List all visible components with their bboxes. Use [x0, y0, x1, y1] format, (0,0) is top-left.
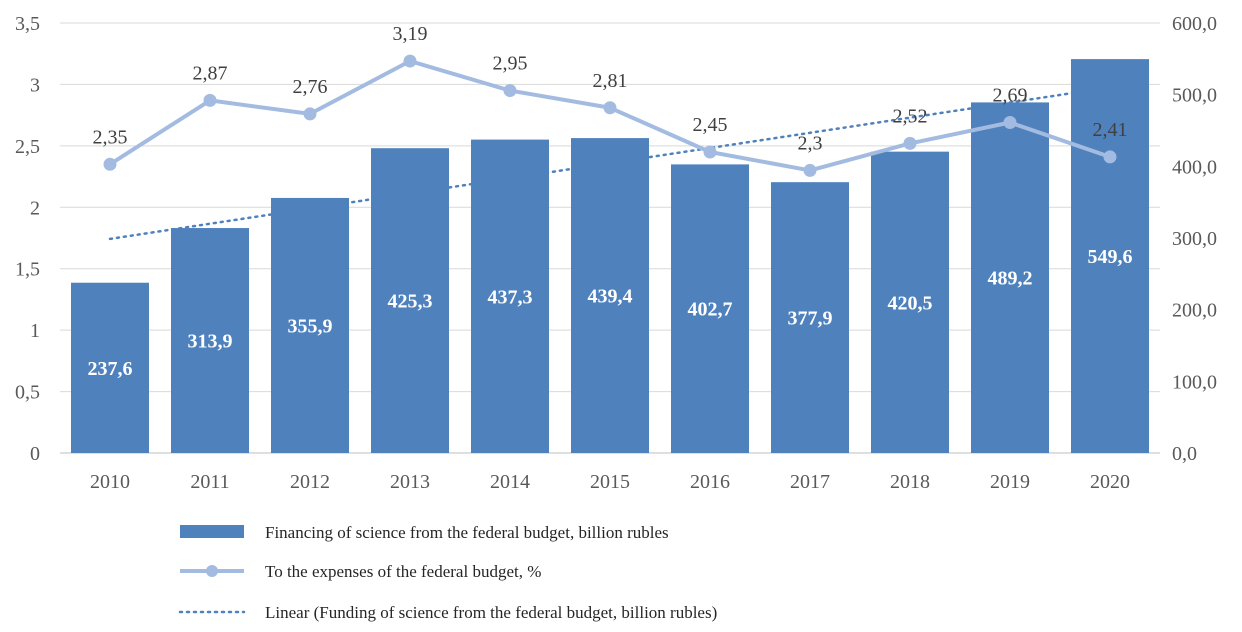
legend-label-bar: Financing of science from the federal bu… — [265, 523, 669, 542]
legend: Financing of science from the federal bu… — [178, 523, 717, 622]
line-point — [1003, 116, 1017, 130]
y-right-tick-label: 400,0 — [1172, 156, 1217, 178]
bar — [871, 151, 949, 453]
x-tick-label: 2013 — [390, 471, 430, 493]
x-tick-label: 2011 — [190, 471, 229, 493]
bar — [971, 102, 1049, 453]
bar — [1071, 59, 1149, 454]
y-left-tick-label: 3,5 — [15, 13, 40, 35]
x-tick-label: 2018 — [890, 471, 930, 493]
axes: 0 0,5 1 1,5 2 2,5 3 3,5 0,0 100,0 200,0 300,0 400,0 5… — [15, 13, 1217, 493]
y-left-tick-label: 1,5 — [15, 259, 40, 281]
bar-data-label: 549,6 — [1088, 246, 1133, 268]
line-point — [703, 145, 717, 159]
y-left-tick-label: 2 — [30, 197, 40, 219]
legend-swatch-line-marker — [206, 565, 218, 577]
bar-data-label: 439,4 — [588, 286, 633, 308]
bar-data-label: 355,9 — [288, 315, 333, 337]
x-tick-label: 2015 — [590, 471, 630, 493]
line-data-label: 3,19 — [393, 23, 428, 45]
y-right-tick-label: 600,0 — [1172, 13, 1217, 35]
bar — [671, 164, 749, 454]
line-series — [103, 54, 1117, 177]
line-data-label: 2,45 — [693, 114, 728, 136]
y-right-tick-label: 300,0 — [1172, 228, 1217, 250]
x-tick-label: 2014 — [490, 471, 530, 493]
legend-label-trend: Linear (Funding of science from the fede… — [265, 603, 717, 622]
y-left-tick-label: 3 — [30, 74, 40, 96]
line-point — [403, 54, 417, 68]
bar-data-label: 402,7 — [688, 299, 733, 321]
bars — [71, 59, 1149, 454]
line-point — [303, 107, 317, 121]
x-tick-label: 2012 — [290, 471, 330, 493]
x-tick-label: 2010 — [90, 471, 130, 493]
bar-data-label: 437,3 — [488, 286, 533, 308]
bar — [471, 139, 549, 453]
line-data-label: 2,3 — [798, 132, 823, 154]
y-left-tick-label: 0 — [30, 443, 40, 465]
y-left-tick-label: 0,5 — [15, 382, 40, 404]
legend-label-line: To the expenses of the federal budget, % — [265, 562, 541, 581]
y-right-tick-label: 200,0 — [1172, 300, 1217, 322]
bar — [171, 228, 249, 453]
y-right-tick-label: 500,0 — [1172, 85, 1217, 107]
bar — [771, 182, 849, 453]
line-point — [1103, 150, 1117, 164]
x-tick-label: 2017 — [790, 471, 830, 493]
line-point — [503, 84, 517, 98]
x-tick-label: 2020 — [1090, 471, 1130, 493]
line-data-label: 2,76 — [293, 76, 328, 98]
x-tick-label: 2019 — [990, 471, 1030, 493]
trendline-path — [108, 86, 1112, 241]
bar-data-label: 425,3 — [388, 291, 433, 313]
line-data-label: 2,41 — [1093, 119, 1128, 141]
bar-data-label: 489,2 — [988, 268, 1033, 290]
line-point — [803, 163, 817, 177]
bar — [571, 138, 649, 453]
y-right-tick-label: 0,0 — [1172, 443, 1197, 465]
line-data-label: 2,95 — [493, 53, 528, 75]
line-data-label: 2,52 — [893, 105, 928, 127]
bar — [371, 148, 449, 453]
line-point — [103, 157, 117, 171]
bar — [71, 282, 149, 453]
bar-data-label: 237,6 — [88, 358, 133, 380]
bar-data-label: 313,9 — [188, 331, 233, 353]
line-data-label: 2,81 — [593, 70, 628, 92]
line-point — [603, 101, 617, 115]
x-tick-label: 2016 — [690, 471, 730, 493]
bar — [271, 197, 349, 453]
line-data-label: 2,69 — [993, 85, 1028, 107]
line-data-label: 2,87 — [193, 62, 228, 84]
line-point — [203, 93, 217, 107]
line-point — [903, 136, 917, 150]
line-data-label: 2,35 — [93, 126, 128, 148]
y-left-tick-label: 2,5 — [15, 136, 40, 158]
bar-data-label: 420,5 — [888, 292, 933, 314]
y-right-tick-label: 100,0 — [1172, 371, 1217, 393]
legend-swatch-bar — [180, 525, 244, 538]
trendline — [108, 86, 1112, 241]
data-labels: 2,35 2,87 2,76 3,19 2,95 2,81 2,45 2,3 2,52 2,69 2… — [88, 23, 1133, 380]
bar-data-label: 377,9 — [788, 308, 833, 330]
y-left-tick-label: 1 — [30, 320, 40, 342]
